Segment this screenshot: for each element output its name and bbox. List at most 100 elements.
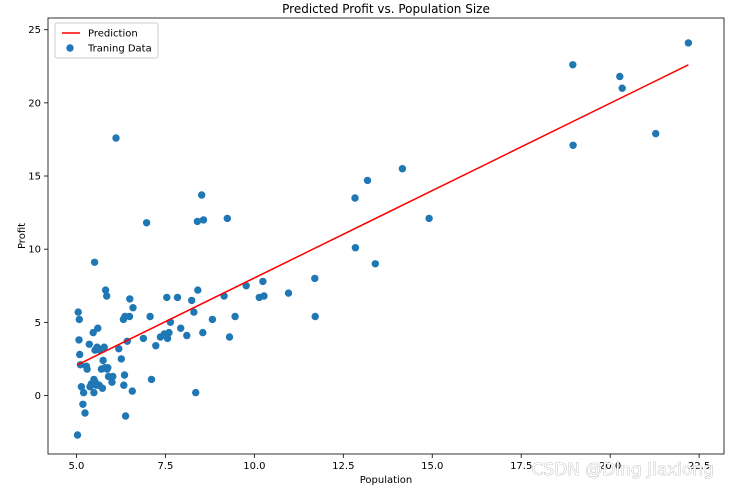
x-tick-label: 12.5	[332, 461, 354, 472]
x-tick-label: 10.0	[243, 461, 265, 472]
data-point	[103, 292, 111, 300]
data-point	[259, 277, 267, 286]
legend: Prediction Traning Data	[54, 22, 159, 59]
data-point	[117, 355, 126, 363]
data-point	[618, 84, 626, 92]
data-point	[120, 371, 129, 379]
data-point	[190, 308, 198, 316]
data-point	[90, 258, 99, 266]
data-point	[199, 216, 208, 224]
data-point	[425, 214, 433, 223]
data-point	[94, 324, 102, 332]
data-point	[152, 342, 160, 350]
data-point	[569, 61, 577, 69]
x-tick-label: 20.0	[599, 461, 621, 472]
data-point	[83, 365, 91, 373]
x-axis-label: Population	[360, 475, 413, 486]
data-point	[223, 214, 231, 223]
data-point	[147, 375, 156, 384]
data-point	[177, 324, 185, 332]
data-point	[109, 372, 117, 381]
data-point	[128, 387, 136, 395]
data-point	[311, 312, 319, 321]
data-point	[121, 412, 130, 420]
data-point	[163, 334, 172, 343]
data-point	[351, 244, 360, 252]
data-point	[192, 388, 200, 397]
data-point	[74, 308, 82, 316]
data-point	[193, 217, 202, 226]
data-point	[351, 194, 359, 202]
data-point	[188, 296, 196, 305]
data-point	[79, 388, 88, 397]
data-point	[569, 141, 577, 149]
data-point	[112, 134, 120, 142]
legend-box	[54, 22, 159, 59]
data-point	[684, 39, 693, 47]
data-point	[120, 381, 128, 389]
x-tick-label: 5.0	[69, 461, 85, 472]
x-tick-label: 15.0	[421, 461, 443, 472]
data-point	[242, 282, 250, 290]
data-point	[101, 286, 110, 294]
data-point	[208, 315, 217, 324]
data-point	[163, 293, 171, 302]
data-point	[173, 293, 182, 302]
data-point	[363, 176, 372, 185]
y-tick-label: 5	[35, 318, 41, 329]
prediction-line	[77, 64, 689, 366]
data-point	[100, 343, 108, 351]
data-point	[616, 72, 624, 81]
data-point	[129, 304, 137, 312]
data-point	[199, 328, 207, 337]
data-point	[89, 328, 97, 337]
data-point	[652, 129, 660, 138]
data-point	[108, 378, 116, 386]
data-point	[75, 336, 83, 344]
data-point	[225, 333, 234, 341]
data-point	[125, 312, 134, 321]
data-point	[398, 165, 407, 173]
y-tick-label: 10	[28, 245, 41, 256]
data-point	[75, 315, 84, 324]
data-point	[231, 312, 239, 321]
data-point	[90, 388, 98, 397]
y-tick-label: 0	[35, 391, 41, 402]
prediction-series	[77, 64, 689, 366]
y-tick-label: 25	[28, 25, 41, 36]
x-axis: 5.0 7.5 10.0 12.5 15.0 17.5 20.0 22.5	[69, 454, 710, 472]
x-tick-label: 22.5	[688, 461, 710, 472]
data-point	[115, 345, 123, 353]
data-point	[77, 383, 86, 391]
plot-area	[47, 17, 725, 455]
scatter-series	[73, 39, 693, 439]
y-axis-label: Profit	[17, 223, 28, 249]
data-point	[76, 350, 84, 359]
data-point	[81, 409, 89, 417]
watermark: CSDN @Ding Jiaxiong	[531, 460, 714, 480]
data-point	[284, 289, 293, 297]
data-point	[98, 384, 107, 392]
legend-training-label: Traning Data	[87, 44, 152, 55]
y-tick-label: 20	[28, 98, 41, 109]
y-tick-label: 15	[28, 172, 41, 183]
data-point	[79, 400, 87, 408]
x-tick-label: 17.5	[510, 461, 532, 472]
data-point	[142, 219, 151, 227]
data-point	[165, 328, 173, 337]
chart-title: Predicted Profit vs. Population Size	[282, 2, 490, 16]
data-point	[99, 356, 107, 365]
data-point	[146, 312, 154, 321]
data-point	[311, 274, 319, 283]
data-point	[104, 364, 112, 372]
y-axis: 0 5 10 15 20 25	[28, 25, 48, 402]
data-point	[371, 260, 379, 268]
data-point	[183, 331, 191, 340]
data-point	[73, 431, 82, 439]
data-point	[126, 295, 134, 303]
legend-prediction-label: Prediction	[88, 29, 138, 40]
x-tick-label: 7.5	[157, 461, 173, 472]
data-point	[260, 292, 268, 300]
data-point	[139, 334, 148, 343]
